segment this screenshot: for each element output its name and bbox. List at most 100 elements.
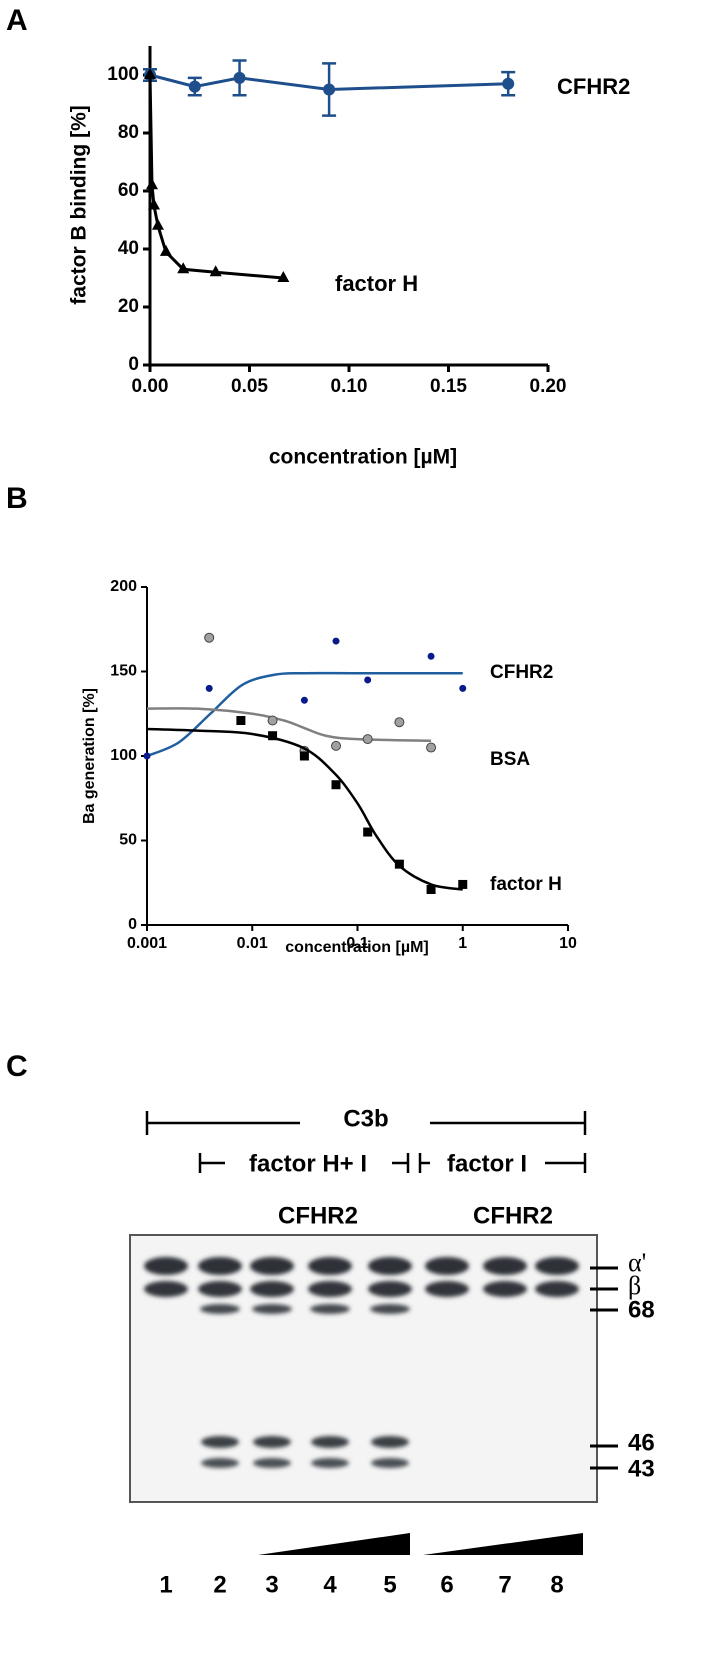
band [308,1281,352,1297]
band [198,1257,242,1275]
y-tick-label: 0 [128,916,137,933]
fit-curve [146,671,463,758]
point [188,80,201,93]
band [483,1281,527,1297]
x-axis-label: concentration [µM] [269,446,457,469]
band-label: 68 [628,1296,655,1323]
y-tick-label: 50 [119,832,137,849]
band [253,1436,291,1448]
fit-curve [146,707,432,743]
point [143,752,151,760]
wedge [423,1533,583,1555]
band [370,1304,410,1314]
lane-labels: 1 2 3 4 5 6 7 8 [159,1571,563,1598]
point [236,716,246,726]
span-label: C3b [343,1105,388,1132]
y-tick-label: 0 [128,354,139,375]
y-tick-label: 100 [110,747,137,764]
band [311,1436,349,1448]
band [371,1436,409,1448]
x-tick-label: 0.20 [530,376,567,397]
point [299,751,309,761]
group-label: factor H+ I [249,1150,367,1177]
point [323,83,336,96]
y-axis-label: factor B binding [%] [68,105,91,304]
series-label: factor H [335,271,418,296]
lane-label: 7 [498,1571,511,1598]
x-tick-label: 0.00 [132,376,169,397]
y-tick-label: 20 [118,296,139,317]
y-tick-label: 200 [110,578,137,595]
point [331,780,341,790]
band-label: 46 [628,1429,655,1456]
point [427,652,435,660]
x-tick-label: 10 [559,935,577,952]
band [250,1281,294,1297]
band [483,1257,527,1275]
lane-label: 1 [159,1571,172,1598]
point [363,827,373,837]
lane-label: 4 [323,1571,337,1598]
series-label: BSA [490,749,530,770]
point [147,198,160,210]
band-label: 43 [628,1455,655,1482]
lane-label: 6 [440,1571,453,1598]
band-label: β [628,1271,641,1300]
panel-label: A [6,4,28,37]
titrant-label: CFHR2 [473,1202,553,1229]
point [362,734,373,745]
band [371,1458,409,1468]
y-axis-label: Ba generation [%] [81,688,98,824]
band-label: α' [628,1248,646,1277]
x-tick-label: 0.001 [127,935,167,952]
point [159,244,172,256]
gel-image [129,1234,598,1503]
band [535,1257,579,1275]
series-label: CFHR2 [490,662,553,683]
wedge [258,1533,410,1555]
fit-curve [146,727,463,891]
band [308,1257,352,1275]
band [198,1281,242,1297]
x-tick-label: 1 [458,935,467,952]
point [394,859,404,869]
gel-panel: C3b factor H+ I factor I CFHR2 CFHR2 α' … [129,1105,655,1598]
x-tick-label: 0.10 [331,376,368,397]
point [332,637,340,645]
band [201,1436,239,1448]
y-tick-label: 80 [118,122,139,143]
point [426,885,436,895]
band [144,1281,188,1297]
band [252,1304,292,1314]
point [144,68,156,79]
x-tick-label: 0.01 [237,935,268,952]
point [177,262,190,274]
gel-bands [144,1257,579,1468]
band [201,1458,239,1468]
band [200,1304,240,1314]
point [267,715,278,726]
point [459,684,467,692]
point [145,178,158,190]
band [535,1281,579,1297]
titrant-label: CFHR2 [278,1202,358,1229]
band [253,1458,291,1468]
band [368,1257,412,1275]
point [394,717,405,728]
point [502,77,515,90]
panel-label: C [6,1050,28,1083]
lane-label: 8 [550,1571,563,1598]
series-line [148,74,284,280]
lane-label: 3 [265,1571,278,1598]
lane-label: 5 [383,1571,396,1598]
band [310,1304,350,1314]
point [204,632,215,643]
point [209,265,222,277]
group-label: factor I [447,1150,527,1177]
y-tick-label: 150 [110,663,137,680]
band [425,1281,469,1297]
point [277,271,290,282]
panel-label: B [6,482,28,515]
series-label: factor H [490,874,562,895]
